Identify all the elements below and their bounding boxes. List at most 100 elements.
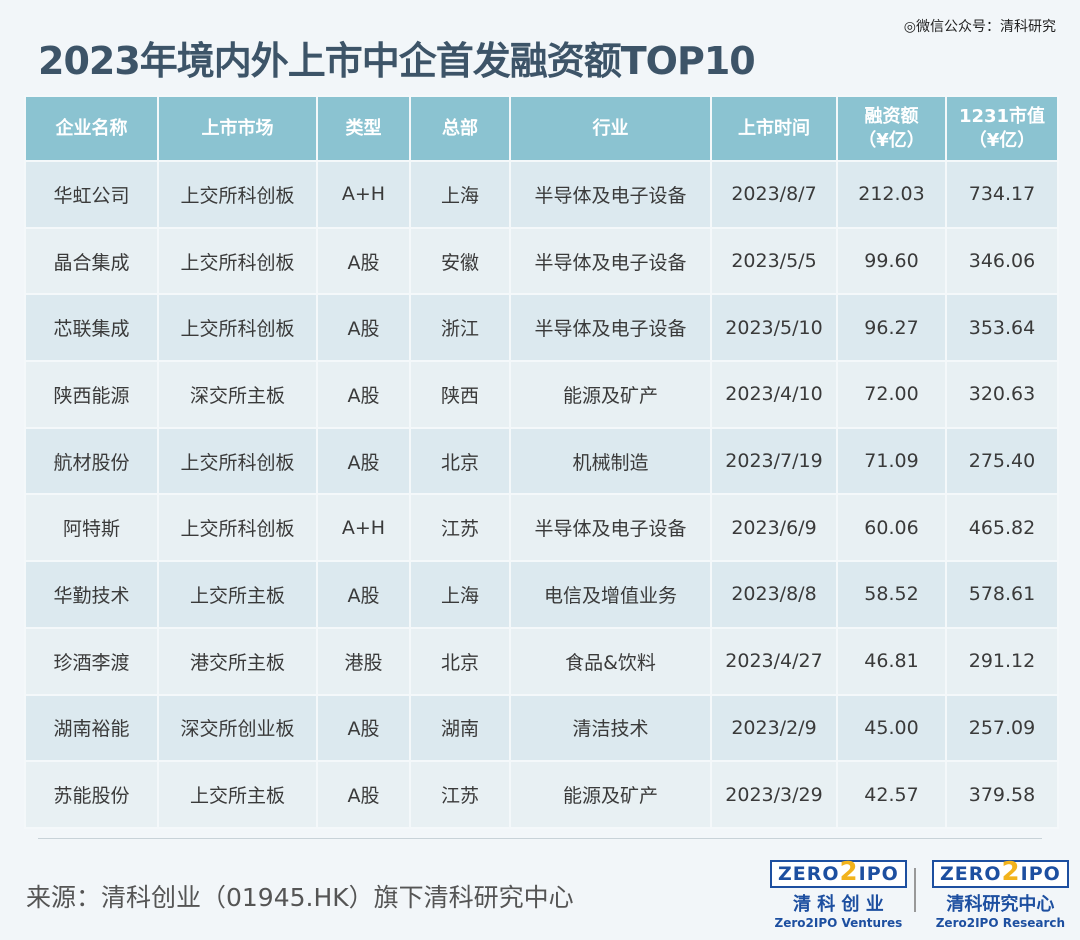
column-header: 上市时间 [710,95,838,162]
divider [38,838,1042,839]
ipo-table: 企业名称 上市市场 类型 总部 行业 上市时间 融资额 （¥亿） 1231市值 （¥亿） 华虹… [24,95,1059,829]
table-cell: 2023/5/10 [710,293,838,363]
table-cell: 2023/3/29 [710,760,838,829]
table-cell: 上交所主板 [157,760,318,829]
table-cell: 2023/6/9 [710,493,838,563]
table-cell: 212.03 [836,160,947,229]
table-cell: 港交所主板 [157,626,318,696]
table-row: 航材股份 上交所科创板 A股 北京 机械制造 2023/7/19 71.09 275.40 [24,426,1059,496]
table-row: 湖南裕能 深交所创业板 A股 湖南 清洁技术 2023/2/9 45.00 257.09 [24,693,1059,763]
table-cell: 上交所科创板 [157,226,318,296]
table-cell: 275.40 [945,426,1059,496]
table-cell: 珍酒李渡 [24,626,159,696]
table-row: 陕西能源 深交所主板 A股 陕西 能源及矿产 2023/4/10 72.00 320.63 [24,360,1059,429]
table-cell: 578.61 [945,560,1059,629]
column-header: 总部 [409,95,511,162]
table-cell: 42.57 [836,760,947,829]
table-cell: 电信及增值业务 [509,560,712,629]
table-cell: A股 [316,360,411,429]
table-cell: A股 [316,560,411,629]
table-row: 芯联集成 上交所科创板 A股 浙江 半导体及电子设备 2023/5/10 96.27 353.… [24,293,1059,363]
table-cell: 346.06 [945,226,1059,296]
logo-mark: ZERO2IPO [932,859,1069,888]
table-header-row: 企业名称 上市市场 类型 总部 行业 上市时间 融资额 （¥亿） 1231市值 （¥亿） [24,95,1059,162]
table-cell: 上交所科创板 [157,160,318,229]
logo-cn: 清科研究中心 [946,894,1055,915]
column-header: 行业 [509,95,712,162]
table-cell: 上海 [409,560,511,629]
table-row: 华勤技术 上交所主板 A股 上海 电信及增值业务 2023/8/8 58.52 578.61 [24,560,1059,629]
table-cell: 北京 [409,426,511,496]
table-cell: A+H [316,493,411,563]
table-row: 阿特斯 上交所科创板 A+H 江苏 半导体及电子设备 2023/6/9 60.06 465.8… [24,493,1059,563]
table-cell: 46.81 [836,626,947,696]
table-cell: A+H [316,160,411,229]
table-cell: 2023/5/5 [710,226,838,296]
table-cell: 深交所主板 [157,360,318,429]
table-cell: 291.12 [945,626,1059,696]
table-cell: 2023/4/27 [710,626,838,696]
table-cell: A股 [316,293,411,363]
table-cell: 能源及矿产 [509,760,712,829]
table-cell: 安徽 [409,226,511,296]
table-cell: 734.17 [945,160,1059,229]
table-cell: 华虹公司 [24,160,159,229]
table-cell: 晶合集成 [24,226,159,296]
table-cell: 半导体及电子设备 [509,160,712,229]
table-cell: 45.00 [836,693,947,763]
table-cell: A股 [316,760,411,829]
table-cell: 465.82 [945,493,1059,563]
table-cell: 湖南 [409,693,511,763]
table-cell: 浙江 [409,293,511,363]
table-cell: 58.52 [836,560,947,629]
table-cell: A股 [316,426,411,496]
table-cell: 379.58 [945,760,1059,829]
table-row: 华虹公司 上交所科创板 A+H 上海 半导体及电子设备 2023/8/7 212.03 734… [24,160,1059,229]
table-cell: 上海 [409,160,511,229]
table-cell: 江苏 [409,493,511,563]
table-cell: 半导体及电子设备 [509,293,712,363]
table-cell: 99.60 [836,226,947,296]
table-cell: 72.00 [836,360,947,429]
logo-en: Zero2IPO Research [935,916,1066,930]
table-cell: 苏能股份 [24,760,159,829]
logo-cn: 清 科 创 业 [792,894,884,915]
column-header: 企业名称 [24,95,159,162]
zero2ipo-ventures-logo: ZERO2IPO 清 科 创 业 Zero2IPO Ventures [770,859,907,930]
table-cell: 353.64 [945,293,1059,363]
table-cell: 能源及矿产 [509,360,712,429]
table-cell: 航材股份 [24,426,159,496]
logo-separator [914,868,916,912]
table-cell: 半导体及电子设备 [509,226,712,296]
table-row: 珍酒李渡 港交所主板 港股 北京 食品&饮料 2023/4/27 46.81 291.12 [24,626,1059,696]
table-cell: 阿特斯 [24,493,159,563]
source-note: 来源：清科创业（01945.HK）旗下清科研究中心 [26,883,574,912]
column-header: 1231市值 （¥亿） [945,95,1059,162]
table-cell: 江苏 [409,760,511,829]
table-cell: 陕西能源 [24,360,159,429]
table-row: 苏能股份 上交所主板 A股 江苏 能源及矿产 2023/3/29 42.57 379.58 [24,760,1059,829]
table-cell: 北京 [409,626,511,696]
table-cell: 71.09 [836,426,947,496]
table-row: 晶合集成 上交所科创板 A股 安徽 半导体及电子设备 2023/5/5 99.60 346.0… [24,226,1059,296]
table-cell: 2023/4/10 [710,360,838,429]
table-cell: 清洁技术 [509,693,712,763]
table-cell: 芯联集成 [24,293,159,363]
table-cell: 上交所科创板 [157,493,318,563]
table-cell: 陕西 [409,360,511,429]
table-cell: 60.06 [836,493,947,563]
wechat-watermark: ◎微信公众号：清科研究 [903,19,1056,35]
column-header: 融资额 （¥亿） [836,95,947,162]
table-cell: 96.27 [836,293,947,363]
table-cell: 湖南裕能 [24,693,159,763]
table-cell: 257.09 [945,693,1059,763]
table-cell: 2023/8/8 [710,560,838,629]
table-cell: A股 [316,693,411,763]
page-title: 2023年境内外上市中企首发融资额TOP10 [38,39,756,83]
table-cell: 深交所创业板 [157,693,318,763]
column-header: 上市市场 [157,95,318,162]
table-cell: 上交所科创板 [157,293,318,363]
logo-en: Zero2IPO Ventures [774,916,903,930]
table-cell: 机械制造 [509,426,712,496]
column-header: 类型 [316,95,411,162]
